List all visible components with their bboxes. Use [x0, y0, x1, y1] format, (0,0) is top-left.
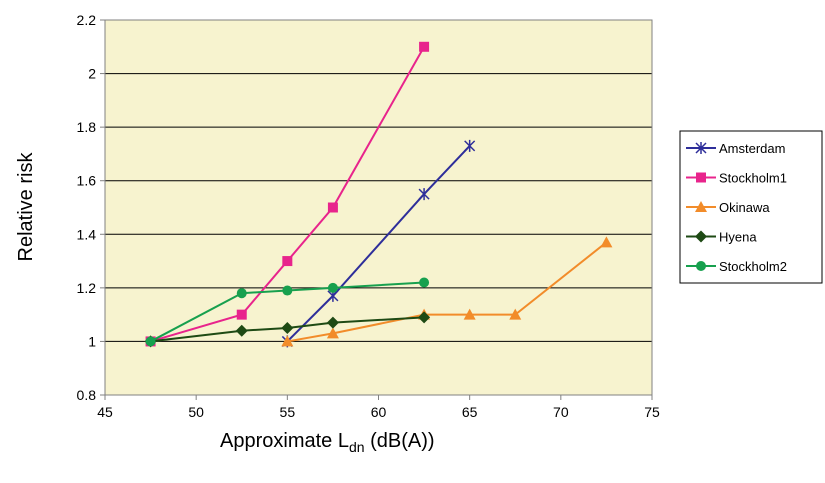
legend-label: Amsterdam: [719, 141, 785, 156]
legend-item-amsterdam: Amsterdam: [686, 141, 785, 156]
data-point: [281, 335, 294, 347]
legend-item-stockholm1: Stockholm1: [686, 171, 787, 186]
legend-item-stockholm2: Stockholm2: [686, 259, 787, 274]
data-point: [600, 236, 613, 248]
x-tick-label: 45: [97, 404, 113, 420]
y-tick-label: 0.8: [77, 387, 97, 403]
y-tick-label: 2: [88, 66, 96, 82]
y-axis: 0.8 1 1.2 1.4 1.6 1.8 2 2.2: [77, 12, 105, 403]
data-point: [418, 311, 431, 324]
legend-swatch-marker: [695, 201, 707, 212]
x-tick-label: 50: [188, 404, 204, 420]
data-point: [282, 256, 293, 267]
data-point: [463, 308, 476, 320]
x-tick-label: 65: [462, 404, 478, 420]
data-point: [326, 327, 339, 339]
x-axis-title: Approximate Ldn (dB(A)): [220, 430, 435, 455]
y-tick-label: 1.2: [77, 280, 97, 296]
x-tick-label: 70: [553, 404, 569, 420]
legend-swatch-marker: [696, 172, 706, 183]
y-tick-label: 1: [88, 333, 96, 349]
y-tick-label: 1.8: [77, 119, 97, 135]
data-point: [235, 324, 248, 337]
x-tick-label: 75: [644, 404, 660, 420]
series-line: [287, 241, 608, 343]
data-point: [281, 322, 294, 335]
y-tick-label: 1.6: [77, 173, 97, 189]
x-axis-title-main: Approximate L: [220, 430, 349, 452]
x-axis: 45 50 55 60 65 70 75: [97, 395, 660, 420]
y-tick-label: 1.4: [77, 226, 97, 242]
data-point: [326, 316, 339, 329]
legend-label: Stockholm1: [719, 171, 787, 186]
data-point: [236, 309, 247, 320]
data-point: [327, 202, 338, 213]
data-point: [464, 139, 476, 152]
data-point: [509, 308, 522, 320]
plot-area: [105, 20, 652, 395]
data-point: [419, 41, 430, 52]
data-point: [327, 282, 338, 293]
x-tick-label: 60: [371, 404, 387, 420]
legend-item-hyena: Hyena: [686, 230, 757, 245]
data-point: [236, 288, 247, 299]
x-axis-title-subscript: dn: [349, 439, 365, 455]
x-tick-label: 55: [280, 404, 296, 420]
data-point: [282, 285, 293, 296]
legend-label: Okinawa: [719, 200, 770, 215]
data-point: [418, 188, 430, 201]
legend-swatch-marker: [695, 142, 707, 154]
legend-swatch-marker: [695, 230, 707, 243]
data-point: [419, 277, 430, 288]
x-axis-title-tail: (dB(A)): [365, 430, 435, 452]
y-tick-label: 2.2: [77, 12, 97, 28]
series-layer: [144, 41, 613, 348]
series-line: [286, 145, 471, 343]
y-axis-title: Relative risk: [15, 152, 37, 262]
legend-label: Hyena: [719, 230, 757, 245]
legend: Amsterdam Stockholm1 Okinawa Hyena Stockholm…: [679, 130, 823, 284]
legend-swatch-marker: [696, 261, 706, 271]
data-point: [145, 336, 156, 347]
series-stockholm2: [145, 277, 430, 347]
legend-item-okinawa: Okinawa: [686, 200, 770, 215]
legend-label: Stockholm2: [719, 259, 787, 274]
